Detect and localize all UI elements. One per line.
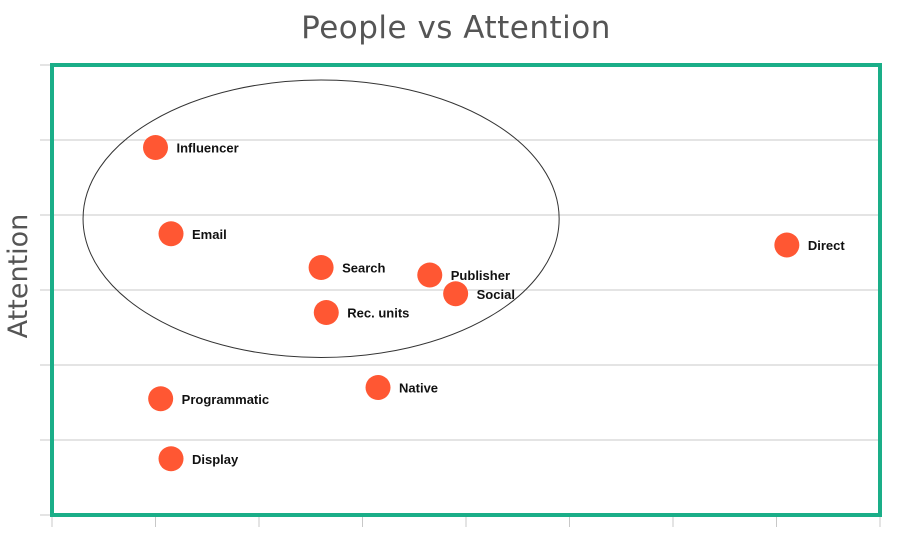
data-point [365,375,391,400]
data-label: Influencer [177,141,239,156]
data-point [308,255,334,280]
data-label: Display [192,452,239,467]
data-label: Native [399,381,438,396]
data-point [158,446,184,472]
data-point [143,135,168,160]
data-point [443,281,469,307]
data-label: Email [192,227,227,242]
data-label: Rec. units [347,306,409,321]
data-point [774,232,800,258]
plot-frame [50,63,882,517]
chart-title: People vs Attention [301,10,611,46]
data-label: Social [477,287,515,302]
data-point [417,262,443,288]
highlight-ellipse [82,79,560,358]
data-point [148,386,174,412]
data-label: Programmatic [182,392,269,407]
data-points: Influencer Email Direct Search Publisher Soci… [143,135,846,472]
data-label: Direct [808,238,846,253]
data-point [158,221,184,247]
data-label: Publisher [451,268,510,283]
data-label: Search [342,261,385,276]
y-axis-label: Attention [3,214,34,339]
data-point [313,300,339,325]
